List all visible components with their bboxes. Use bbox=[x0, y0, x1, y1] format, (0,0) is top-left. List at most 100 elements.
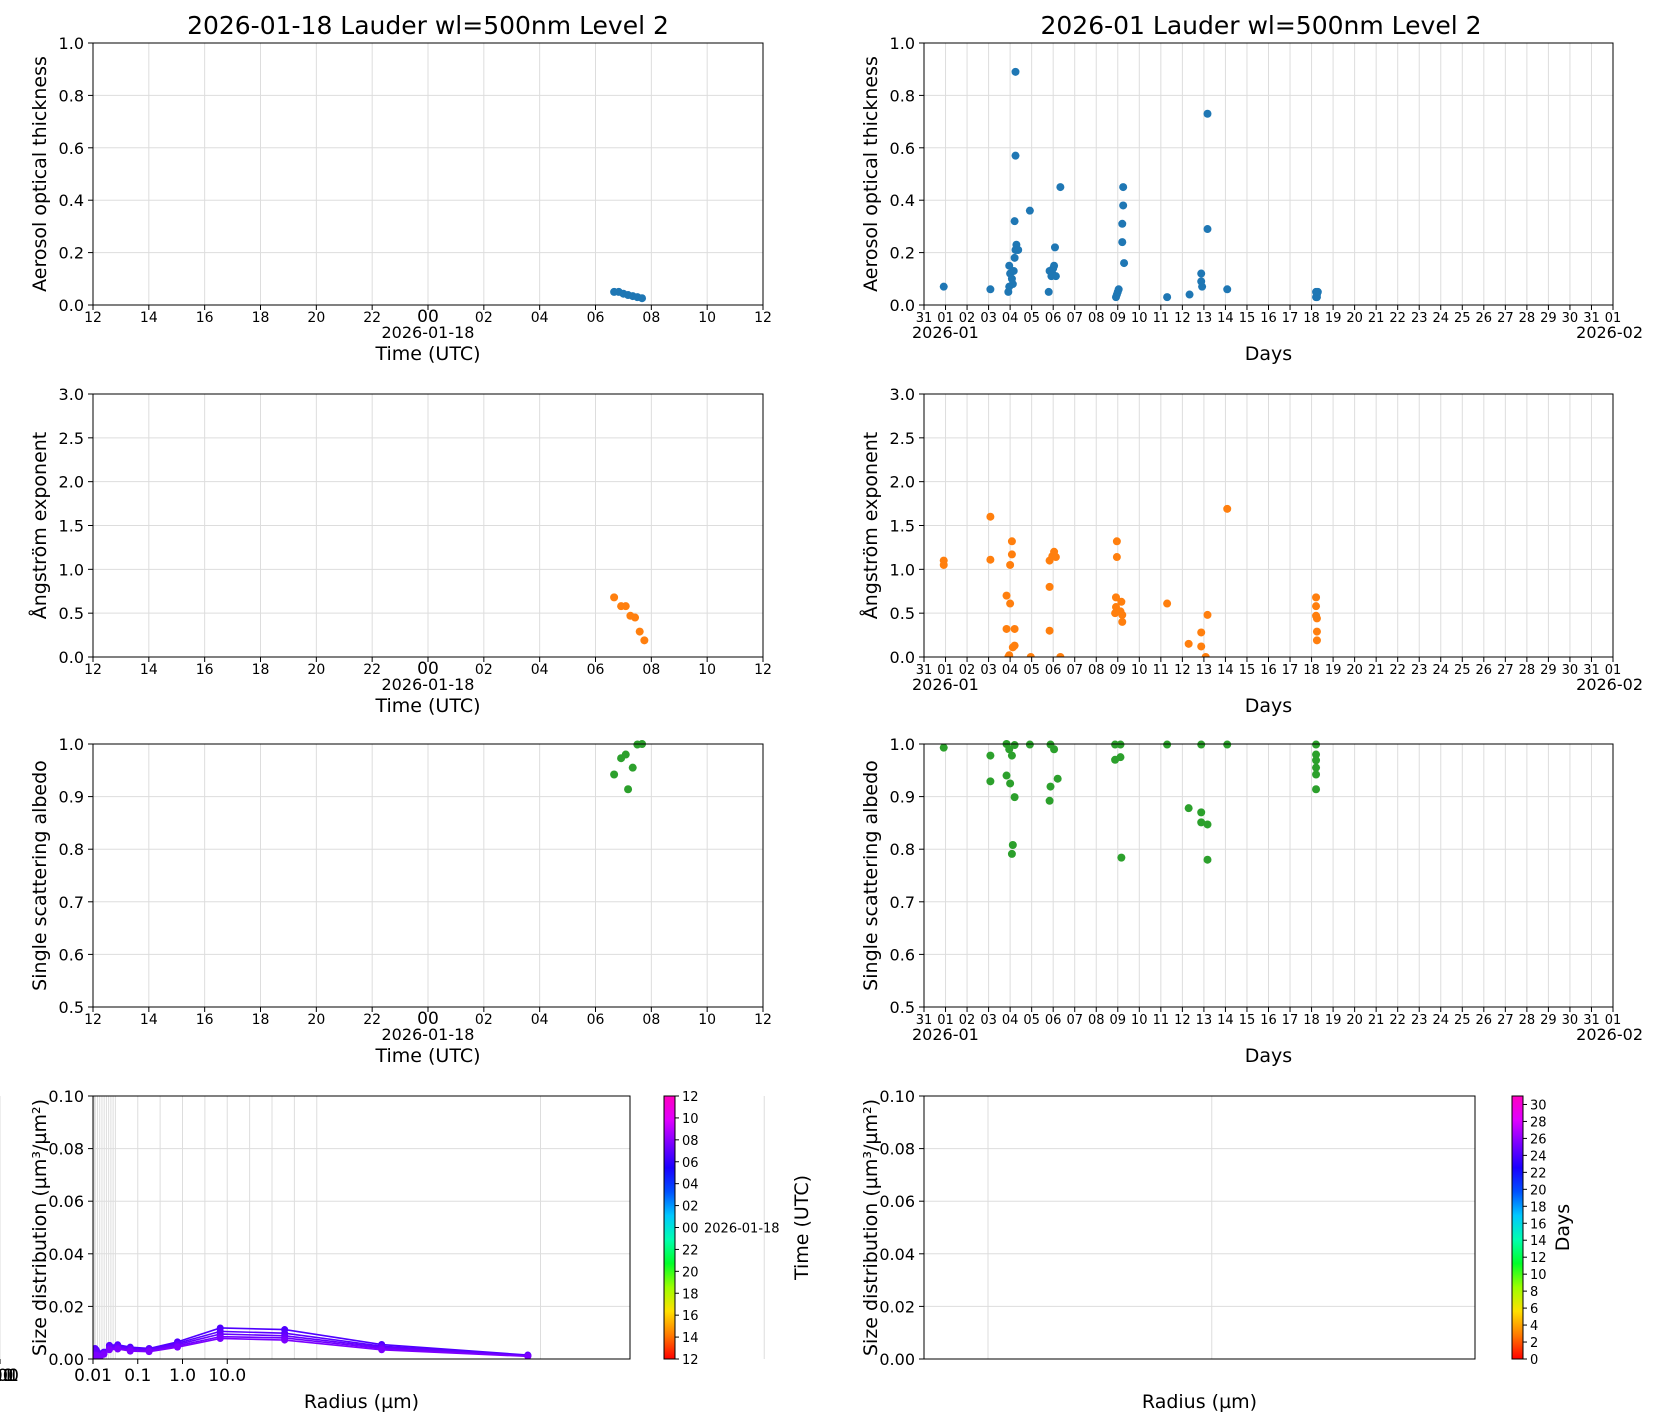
sd_month-series-point bbox=[0, 1355, 4, 1362]
sd_month-series-point bbox=[0, 1355, 4, 1362]
sd_month-colorbar-tick-label: 16 bbox=[1530, 1217, 1547, 1232]
ssa_month-point bbox=[1008, 840, 1017, 849]
ssa_day-ytick-label: 0.8 bbox=[59, 840, 84, 859]
sd_day-colorbar-tick-label: 22 bbox=[682, 1243, 699, 1258]
sd_day-colorbar-tick-label: 14 bbox=[682, 1331, 699, 1346]
sd_day-colorbar-gradient bbox=[663, 1095, 676, 1360]
sd_month-series-point bbox=[0, 1348, 4, 1355]
ssa_day-x-date-label: 2026-01-18 bbox=[382, 1025, 475, 1044]
aot_month-panel: 31 01 02 03 04 05 06 07 08 09 10 11 12 13 14 15 16 17 18 19… bbox=[860, 34, 1643, 365]
sd_month-series-point bbox=[0, 1355, 4, 1362]
sd_month-series-point bbox=[0, 1313, 4, 1320]
ssa_month-point bbox=[1223, 740, 1232, 749]
sd_month-series-point bbox=[0, 1332, 4, 1339]
ae_month-point bbox=[1197, 628, 1206, 637]
ae_day-grid bbox=[92, 393, 764, 658]
aot_month-xtick-label: 08 bbox=[1088, 311, 1105, 326]
sd_month-series-point bbox=[0, 1337, 4, 1344]
sd_month-panel: 0.010.11.010.00.000.020.040.060.080.10Ra… bbox=[0, 830, 1574, 1413]
ae_day-xtick-label: 14 bbox=[140, 662, 158, 678]
sd_month-series-point bbox=[0, 1313, 4, 1320]
aot_day-xtick-label: 16 bbox=[196, 310, 214, 326]
aot_month-point bbox=[1119, 201, 1128, 210]
ae_day-point bbox=[635, 627, 644, 636]
sd_month-series-point bbox=[0, 1329, 4, 1336]
sd_month-series-point bbox=[0, 1345, 4, 1352]
sd_month-series-point bbox=[0, 1287, 4, 1294]
ae_month-xtick-label: 10 bbox=[1131, 663, 1148, 678]
aot_month-xtick-label: 29 bbox=[1540, 311, 1557, 326]
sd_month-colorbar-tick-label: 28 bbox=[1530, 1115, 1547, 1130]
ae_month-xtick-label: 12 bbox=[1174, 663, 1191, 678]
sd_month-series-point bbox=[0, 1340, 4, 1347]
aot_month-xtick-label: 14 bbox=[1217, 311, 1234, 326]
sd_month-series-point bbox=[0, 1311, 4, 1318]
aot_month-ytick-label: 0.4 bbox=[890, 191, 915, 210]
aot_month-point bbox=[1163, 293, 1172, 302]
sd_month-series-point bbox=[0, 1355, 4, 1362]
sd_day-y-axis-label: Size distribution (µm³/µm²) bbox=[29, 1099, 51, 1356]
sd_month-colorbar-tick-label: 6 bbox=[1530, 1302, 1538, 1317]
sd_month-series-point bbox=[0, 1340, 4, 1347]
sd_day-series-point bbox=[281, 1336, 289, 1344]
sd_month-series-point bbox=[0, 830, 4, 837]
ssa_month-xtick-label: 27 bbox=[1497, 1013, 1514, 1028]
aot_day-xtick-label: 04 bbox=[531, 310, 549, 326]
ssa_month-point bbox=[1312, 740, 1321, 749]
aot_month-point bbox=[1197, 277, 1206, 286]
ae_month-xtick-label: 13 bbox=[1196, 663, 1213, 678]
sd_month-series-point bbox=[0, 1288, 4, 1295]
sd_day-series-point bbox=[126, 1347, 134, 1355]
sd_month-series-point bbox=[0, 1332, 4, 1339]
ssa_month-xtick-label: 22 bbox=[1389, 1013, 1406, 1028]
sd_day-data bbox=[93, 1324, 532, 1359]
sd_month-series-point bbox=[0, 1325, 4, 1332]
sd_month-series-point bbox=[0, 1235, 4, 1242]
sd_day-colorbar-tick-label: 08 bbox=[682, 1134, 699, 1149]
ae_month-xtick-label: 22 bbox=[1389, 663, 1406, 678]
sd_month-series-point bbox=[0, 1350, 4, 1357]
ssa_day-panel: 12 14 16 18 20 22 00 02 04 06 08 10 120.50.60.70.80.… bbox=[29, 735, 772, 1067]
ssa_month-xtick-label: 01 bbox=[937, 1013, 954, 1028]
ae_month-point bbox=[1010, 624, 1019, 633]
ssa_month-ytick-label: 0.6 bbox=[890, 945, 915, 964]
sd_month-series-point bbox=[0, 1340, 4, 1347]
sd_day-colorbar-tick-label: 04 bbox=[682, 1178, 699, 1193]
ae_month-point bbox=[1118, 617, 1127, 626]
sd_day-colorbar-label: Time (UTC) bbox=[791, 1175, 813, 1281]
aot_month-xtick-label: 18 bbox=[1303, 311, 1320, 326]
sd_month-frame bbox=[923, 1095, 1476, 1360]
ae_day-xtick-label: 04 bbox=[531, 662, 549, 678]
sd_month-series-point bbox=[0, 1345, 4, 1352]
aot_month-xtick-label: 09 bbox=[1110, 311, 1127, 326]
ssa_month-point bbox=[1197, 740, 1206, 749]
sd_month-series-point bbox=[0, 1323, 4, 1330]
sd_month-series-point bbox=[0, 1340, 4, 1347]
aot_day-point bbox=[638, 294, 647, 303]
sd_month-series-point bbox=[0, 1344, 4, 1351]
sd_month-series-point bbox=[0, 830, 4, 837]
aot_month-xtick-label: 15 bbox=[1239, 311, 1256, 326]
ssa_month-point bbox=[1197, 808, 1206, 817]
sd_month-colorbar-tick-label: 10 bbox=[1530, 1268, 1547, 1283]
sd_month-series-point bbox=[0, 1345, 4, 1352]
sd_month-series-point bbox=[0, 1316, 4, 1323]
aot_month-point bbox=[1014, 245, 1023, 254]
ae_month-y-axis-label: Ångström exponent bbox=[859, 432, 882, 620]
aot_day-ytick-label: 0.4 bbox=[59, 191, 84, 210]
sd_month-series-point bbox=[0, 1344, 4, 1351]
ae_month-point bbox=[1002, 591, 1011, 600]
sd_day-colorbar-tick-label: 16 bbox=[682, 1309, 699, 1324]
ae_month-xtick-label: 18 bbox=[1303, 663, 1320, 678]
sd_month-ytick-label: 0.00 bbox=[879, 1350, 915, 1369]
ae_day-panel: 12 14 16 18 20 22 00 02 04 06 08 10 120.00.51.01.52.… bbox=[28, 385, 772, 717]
aot_day-xtick-label: 08 bbox=[642, 310, 660, 326]
sd_day-xtick-label: 0.1 bbox=[124, 1366, 151, 1386]
ae_day-point bbox=[631, 613, 640, 622]
aot_month-point bbox=[1203, 225, 1212, 234]
ae_day-xtick-label: 16 bbox=[196, 662, 214, 678]
ssa_month-point bbox=[1007, 751, 1016, 760]
ae_month-ytick-label: 0.5 bbox=[890, 604, 915, 623]
ae_month-xtick-label: 04 bbox=[1002, 663, 1019, 678]
sd_month-series-point bbox=[0, 1344, 4, 1351]
